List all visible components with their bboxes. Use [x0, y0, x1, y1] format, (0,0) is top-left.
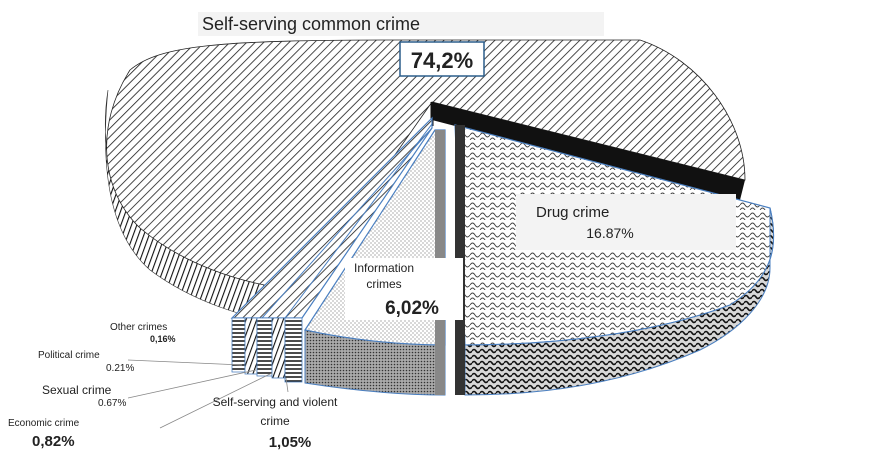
label-drug: Drug crime: [536, 204, 609, 221]
value-drug: 16.87%: [586, 225, 633, 241]
slice-economic-side: [271, 317, 286, 379]
leader-sexual: [127, 369, 257, 399]
value-violent: 1,05%: [269, 434, 312, 451]
slice-violent-side: [284, 317, 303, 383]
label-economic: Economic crime: [8, 418, 80, 429]
slice-sexual-side: [256, 317, 273, 377]
label-information-line1: Information: [354, 261, 414, 275]
label-box-drug: [516, 194, 736, 250]
leader-political: [127, 359, 243, 366]
label-sexual: Sexual crime: [42, 383, 112, 397]
slice-political-side: [244, 317, 258, 375]
label-other: Other crimes: [110, 322, 167, 333]
value-sexual: 0.67%: [98, 398, 126, 409]
value-political: 0.21%: [106, 363, 134, 374]
slice-self-serving-common-top: [106, 39, 746, 291]
value-self-serving-common: 74,2%: [411, 48, 473, 73]
leader-violent: [285, 377, 289, 393]
value-economic: 0,82%: [32, 433, 75, 450]
label-box-self-serving-common: [198, 12, 604, 36]
label-violent-line2: crime: [260, 414, 290, 428]
leader-economic: [159, 372, 273, 429]
label-self-serving-common: Self-serving common crime: [202, 14, 420, 34]
value-box-self-serving-common: [399, 41, 485, 77]
slice-drug-side: [464, 207, 775, 396]
value-other: 0,16%: [150, 334, 176, 344]
label-box-information: [345, 258, 463, 320]
label-violent-line1: Self-serving and violent: [213, 395, 338, 409]
value-information: 6,02%: [385, 298, 439, 319]
slice-other-side: [231, 317, 246, 373]
label-political: Political crime: [38, 350, 100, 361]
slice-self-serving-common-edge: [432, 102, 745, 200]
label-information-line2: crimes: [366, 277, 401, 291]
